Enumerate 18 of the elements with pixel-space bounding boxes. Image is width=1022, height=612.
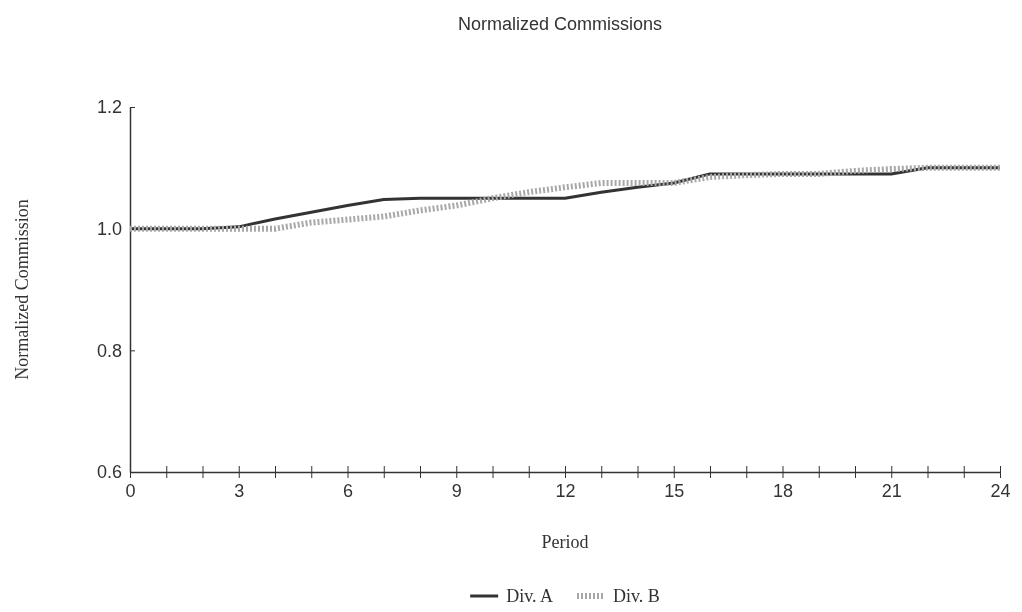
x-axis-title: Period (541, 532, 589, 552)
x-tick-label: 6 (342, 481, 354, 502)
chart-title: Normalized Commissions (457, 14, 663, 34)
x-tick-label: 9 (451, 481, 462, 502)
x-tick-label: 12 (555, 481, 576, 502)
x-tick-label: 21 (881, 481, 902, 502)
x-tick-label: 18 (772, 481, 794, 502)
y-tick-label: 0.8 (96, 340, 122, 361)
legend-label: Div. A (506, 586, 553, 606)
y-axis-title: Normalized Commission (12, 199, 32, 380)
y-tick-label: 0.6 (96, 462, 122, 483)
legend-label: Div. B (613, 586, 660, 606)
x-tick-label: 3 (234, 481, 245, 502)
x-tick-label: 24 (990, 481, 1011, 502)
y-tick-label: 1.0 (96, 218, 122, 239)
x-tick-label: 15 (664, 481, 685, 502)
y-tick-label: 1.2 (96, 97, 122, 118)
x-tick-label: 0 (125, 481, 136, 502)
